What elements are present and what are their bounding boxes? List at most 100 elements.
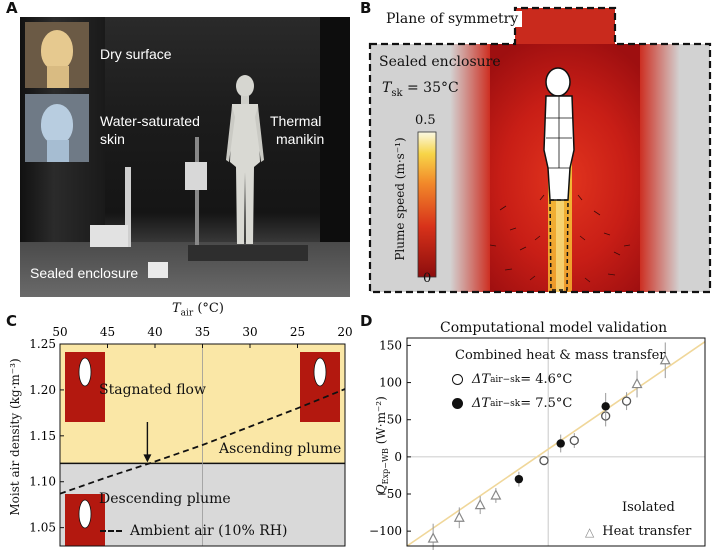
ambient-label: Ambient air (10% RH)	[130, 523, 288, 539]
data-point-triangle	[490, 489, 502, 500]
colorbar-label: Plume speed (m·s⁻¹)	[393, 137, 407, 261]
panel-d-chart: 150 100 50 0 −50 −100	[369, 337, 706, 550]
data-point-filled-circle	[514, 474, 524, 484]
thumbnail-manikin	[313, 357, 327, 387]
triangle-icon: △	[585, 524, 595, 539]
thermal-manikin-figure	[226, 75, 264, 244]
tair-symbol: T	[172, 301, 181, 316]
top-axis-tick-label: 40	[147, 325, 162, 339]
top-axis-label: Tair (°C)	[172, 301, 224, 319]
top-axis-tick-label: 25	[290, 325, 305, 339]
heat-transfer-label: Heat transfer	[602, 524, 692, 539]
annotation-ascending-plume: Ascending plume	[219, 441, 342, 457]
curtain-right	[320, 17, 350, 267]
wet-neck-shape	[47, 140, 69, 162]
dry-head-icon	[41, 30, 73, 70]
y-axis-tick-label: −50	[377, 487, 402, 501]
data-point-filled-circle	[556, 439, 565, 448]
panel-a-letter: A	[6, 0, 18, 17]
label-water-saturated: Water-saturated	[100, 113, 200, 129]
panel-b-letter: B	[360, 0, 372, 17]
open-circle-icon	[452, 374, 463, 385]
top-axis-tick-label: 35	[195, 325, 210, 339]
velocity-arrows	[489, 194, 631, 283]
humidifier-device	[90, 225, 128, 247]
top-axis-tick-label: 20	[337, 325, 352, 339]
data-point-triangle	[659, 354, 671, 365]
legend-heat-transfer: △ Heat transfer	[585, 524, 691, 539]
wet-head-icon	[41, 104, 73, 144]
data-point-triangle	[453, 511, 465, 522]
fit-line	[406, 341, 706, 547]
tsk-sub: sk	[391, 87, 403, 99]
label-manikin: manikin	[276, 131, 325, 147]
tsk-value: = 35°C	[402, 80, 459, 96]
data-point-triangle	[631, 377, 643, 389]
label-dry-surface: Dry surface	[100, 46, 172, 62]
panel-b-sealed-enclosure: Sealed enclosure	[379, 54, 501, 70]
small-box	[148, 262, 168, 278]
data-point-open-circle	[569, 435, 579, 446]
dry-surface-inset	[25, 22, 89, 88]
y-axis-tick-label: 1.15	[29, 429, 56, 443]
colorbar	[417, 131, 437, 278]
data-point-triangle	[474, 498, 486, 510]
legend2-prefix: ΔT	[472, 396, 491, 411]
plot-frame	[406, 337, 706, 547]
panel-d-title: Computational model validation	[440, 320, 668, 336]
legend2-value: = 7.5°C	[520, 396, 573, 411]
panel-b-simulation	[368, 6, 712, 294]
thumbnail-manikin	[78, 357, 92, 387]
tair-sub: air	[180, 308, 194, 319]
thumbnail-manikin	[78, 499, 92, 529]
y-axis-tick-label: 1.05	[29, 521, 56, 535]
legend2-sub: air−sk	[490, 398, 521, 409]
top-axis-tick-label: 45	[100, 325, 115, 339]
y-axis-tick-label: 50	[387, 413, 402, 427]
label-skin: skin	[100, 131, 125, 147]
y-axis-tick-label: −100	[369, 524, 402, 538]
filled-circle-icon	[452, 398, 463, 409]
legend-entry-7-5: ΔT air−sk = 7.5°C	[452, 396, 572, 411]
legend-ambient-air: Ambient air (10% RH)	[100, 523, 287, 539]
annotation-stagnated-flow: Stagnated flow	[99, 382, 206, 398]
ambient-dash-icon	[100, 530, 122, 532]
data-point-open-circle	[621, 396, 632, 406]
stand-pole	[195, 137, 199, 247]
control-box	[185, 162, 207, 190]
symmetry-boundary	[368, 6, 712, 294]
top-axis-tick-label: 30	[242, 325, 257, 339]
panel-a-photo	[20, 17, 350, 297]
skin-temperature-label: Tsk = 35°C	[382, 80, 459, 99]
colorbar-min: 0	[423, 271, 432, 286]
top-axis-tick-label: 50	[52, 325, 67, 339]
y-axis-tick-label: 1.10	[29, 475, 56, 489]
panel-d-letter: D	[360, 312, 373, 330]
legend1-prefix: ΔT	[472, 372, 491, 387]
panel-c-chart: 50 45 40 35 30 25 20 1.05 1.10 1.15 1.20 1.25	[29, 325, 353, 547]
data-point-triangle	[427, 532, 439, 543]
legend-isolated: Isolated	[622, 500, 675, 515]
y-axis-tick-label: 150	[379, 338, 402, 352]
stagnation-arrowhead-icon	[143, 454, 152, 463]
legend1-value: = 4.6°C	[520, 372, 573, 387]
label-sealed-enclosure: Sealed enclosure	[30, 265, 139, 281]
data-point-filled-circle	[601, 402, 610, 411]
legend1-sub: air−sk	[490, 374, 521, 385]
data-point-open-circle	[539, 455, 549, 466]
tair-unit: (°C)	[193, 301, 224, 316]
ambient-air-line	[59, 388, 346, 495]
legend-title: Combined heat & mass transfer	[455, 348, 666, 363]
y-axis-tick-label: 1.20	[29, 383, 56, 397]
label-thermal: Thermal	[270, 113, 322, 129]
legend-entry-4-6: ΔT air−sk = 4.6°C	[452, 372, 572, 387]
plot-frame	[59, 343, 346, 547]
colorbar-max: 0.5	[415, 113, 436, 128]
tripod	[125, 167, 131, 247]
dry-neck-shape	[47, 66, 69, 88]
y-axis-tick-label: 100	[379, 376, 402, 390]
y-axis-tick-label: 0	[394, 450, 402, 464]
wet-skin-inset	[25, 94, 89, 162]
plane-of-symmetry-label: Plane of symmetry	[382, 11, 523, 27]
tsk-symbol: T	[382, 80, 392, 96]
